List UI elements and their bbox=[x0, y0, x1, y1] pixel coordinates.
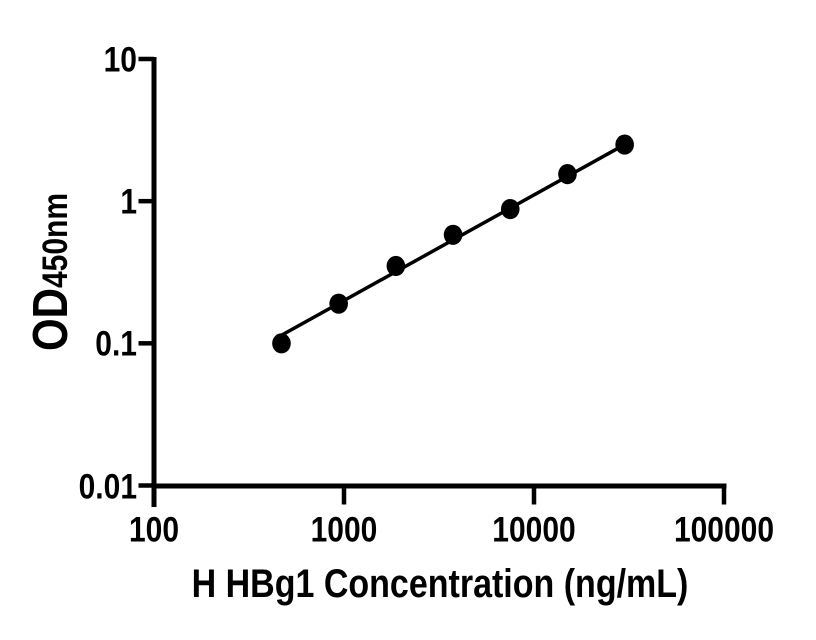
y-tick-label: 1 bbox=[120, 183, 137, 222]
y-axis-title: OD 450nm bbox=[23, 172, 82, 372]
data-point bbox=[443, 224, 463, 245]
x-tick-label: 100000 bbox=[673, 511, 775, 550]
data-point bbox=[615, 134, 634, 155]
data-point bbox=[272, 333, 291, 354]
data-point bbox=[558, 164, 577, 185]
data-point bbox=[386, 255, 406, 277]
x-tick-label: 10000 bbox=[492, 511, 576, 550]
y-axis-title-main: OD bbox=[22, 288, 78, 352]
x-tick-label: 100 bbox=[128, 511, 180, 550]
y-axis-title-sub: 450nm bbox=[36, 192, 76, 289]
x-tick-label: 1000 bbox=[310, 511, 378, 550]
data-point bbox=[329, 293, 348, 314]
y-tick-label: 0.1 bbox=[95, 325, 137, 365]
x-axis-title: H HBg1 Concentration (ng/mL) bbox=[191, 561, 689, 607]
data-point bbox=[500, 198, 520, 220]
y-tick-label: 0.01 bbox=[78, 467, 137, 507]
y-tick-label: 10 bbox=[103, 41, 137, 80]
